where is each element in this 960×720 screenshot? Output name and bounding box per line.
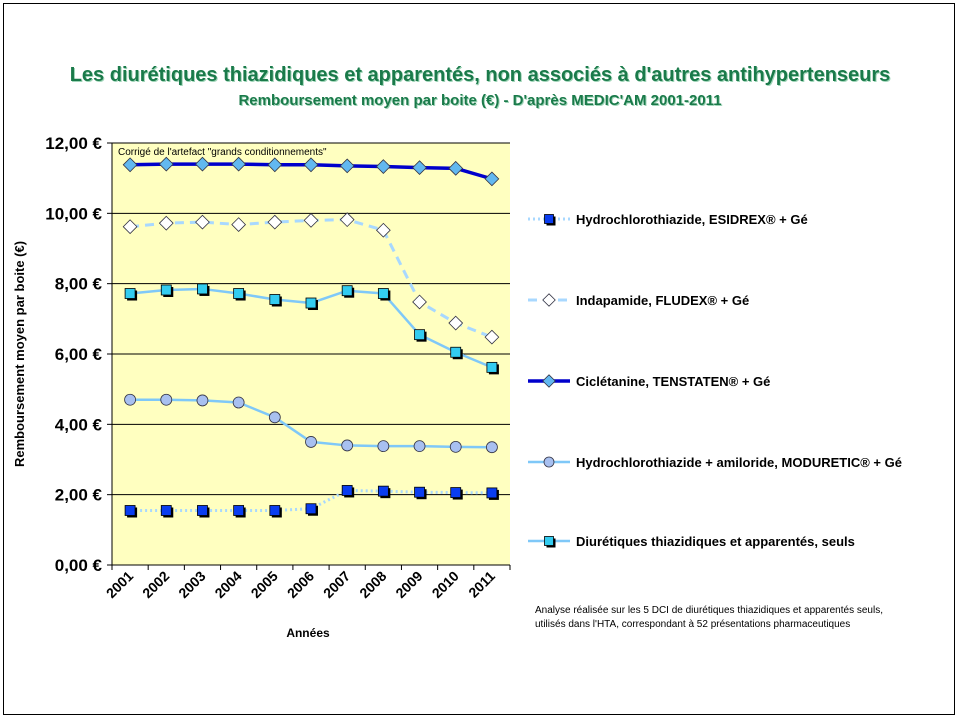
chart-title: Les diurétiques thiazidiques et apparent… — [69, 64, 891, 86]
data-point — [233, 505, 245, 516]
data-point — [195, 214, 210, 230]
data-point — [232, 396, 245, 409]
legend-marker — [542, 293, 556, 307]
data-point — [450, 487, 462, 498]
data-point — [375, 222, 391, 238]
chart-annotation: Corrigé de l'artefact "grands conditionn… — [118, 147, 327, 158]
data-point — [158, 215, 174, 231]
data-point — [158, 156, 174, 172]
data-point — [448, 315, 464, 331]
x-axis-label: Années — [286, 626, 330, 640]
chart-frame — [3, 3, 955, 715]
legend-marker — [542, 374, 556, 388]
data-point — [449, 440, 462, 453]
data-point — [267, 214, 283, 230]
data-point — [305, 436, 317, 448]
x-tick-label: 2001 — [103, 568, 136, 601]
y-tick-label: 6,00 € — [55, 345, 103, 364]
data-point — [231, 156, 247, 172]
data-point — [414, 486, 425, 498]
x-tick-label: 2004 — [211, 568, 244, 601]
y-tick-label: 12,00 € — [45, 134, 102, 153]
footnote-line-2: utilisés dans l'HTA, correspondant à 52 … — [535, 619, 851, 630]
y-tick-label: 10,00 € — [45, 204, 102, 223]
data-point — [303, 157, 319, 173]
x-axis: 2001 2002 2003 2004 2005 2006 2007 2008 2009 2010… — [103, 564, 511, 601]
y-tick-label: 4,00 € — [55, 415, 103, 434]
data-point — [375, 159, 391, 174]
data-point — [195, 156, 210, 172]
data-point — [124, 505, 136, 516]
data-point — [377, 288, 389, 299]
data-point — [486, 487, 498, 499]
data-point — [160, 284, 172, 296]
legend: Hydrochlorothiazide, ESIDREX® + Gé Indapa… — [528, 212, 902, 549]
legend-label: Indapamide, FLUDEX® + Gé — [576, 293, 749, 308]
data-point — [341, 485, 353, 496]
data-point — [305, 503, 317, 515]
legend-marker — [543, 456, 555, 468]
data-point — [197, 505, 208, 516]
data-point — [122, 157, 138, 173]
legend-label: Diurétiques thiazidiques et apparentés, … — [576, 534, 855, 549]
data-point — [160, 393, 173, 406]
data-point — [486, 441, 498, 454]
x-tick-label: 2005 — [248, 568, 281, 601]
x-tick-label: 2010 — [429, 568, 462, 601]
y-axis-label: Remboursement moyen par boite (€) — [12, 241, 27, 467]
data-point — [412, 160, 427, 176]
data-point — [413, 440, 426, 453]
data-point — [124, 393, 136, 406]
legend-label: Ciclétanine, TENSTATEN® + Gé — [576, 374, 770, 389]
legend-label: Hydrochlorothiazide, ESIDREX® + Gé — [576, 212, 808, 227]
chart-subtitle: Remboursement moyen par boite (€) - D'ap… — [238, 92, 722, 109]
data-point — [486, 361, 498, 373]
data-point — [197, 283, 208, 295]
gridlines — [112, 142, 510, 496]
data-point — [305, 297, 317, 309]
x-tick-label: 2008 — [356, 568, 389, 601]
y-tick-label: 2,00 € — [55, 486, 103, 505]
legend-marker — [544, 214, 554, 224]
data-point — [233, 288, 245, 299]
data-point — [231, 217, 247, 232]
footnote: Analyse réalisée sur les 5 DCI de diurét… — [535, 604, 955, 632]
data-point — [339, 212, 355, 228]
data-point — [450, 346, 462, 358]
data-point — [339, 158, 355, 174]
data-point — [484, 329, 500, 345]
y-axis: 0,00 € 2,00 € 4,00 € 6,00 € 8,00 € 10,00 € 12,… — [45, 134, 113, 575]
data-point — [269, 294, 281, 305]
data-point — [484, 171, 500, 187]
data-point — [377, 440, 390, 453]
data-point — [341, 439, 354, 452]
x-tick-label: 2003 — [175, 568, 208, 601]
legend-label: Hydrochlorothiazide + amiloride, MODURET… — [576, 455, 902, 470]
x-tick-label: 2009 — [392, 568, 425, 601]
data-point — [377, 485, 389, 497]
series-markers — [122, 156, 500, 518]
data-point — [341, 285, 353, 297]
x-tick-label: 2011 — [465, 568, 498, 601]
x-tick-label: 2007 — [320, 568, 353, 601]
x-tick-label: 2006 — [284, 568, 317, 601]
data-point — [196, 394, 209, 407]
data-point — [448, 160, 464, 176]
data-point — [412, 294, 427, 310]
data-point — [267, 157, 283, 173]
data-point — [303, 212, 319, 228]
legend-marker — [544, 536, 554, 546]
data-point — [160, 505, 172, 516]
x-tick-label: 2002 — [139, 568, 172, 601]
data-point — [124, 288, 136, 299]
footnote-line-1: Analyse réalisée sur les 5 DCI de diurét… — [535, 605, 883, 616]
y-tick-label: 0,00 € — [55, 556, 103, 575]
data-point — [122, 219, 138, 235]
data-point — [268, 411, 281, 424]
data-point — [269, 505, 281, 516]
y-tick-label: 8,00 € — [55, 275, 103, 294]
data-point — [414, 329, 425, 341]
